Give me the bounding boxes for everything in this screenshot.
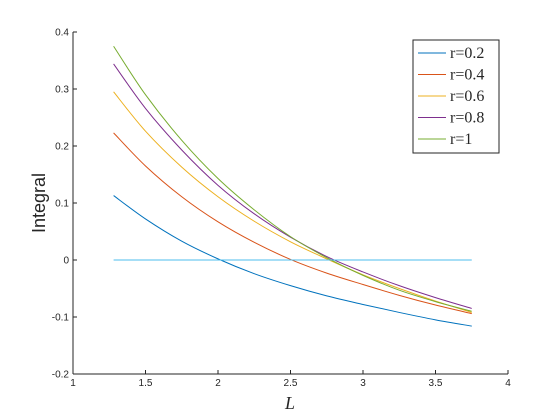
y-tick-label: 0.3 [55, 85, 69, 96]
legend: r=0.2 r=0.4 r=0.6 r=0.8 r=1 [412, 39, 500, 154]
x-tick-label: 3.5 [429, 378, 443, 389]
y-tick-label: 0.2 [55, 142, 69, 153]
legend-label: r=0.4 [450, 67, 484, 84]
x-tick-label: 1.5 [139, 378, 153, 389]
y-axis-label: Integral [29, 173, 49, 233]
series-line-r-0-2 [113, 195, 472, 327]
legend-label: r=0.8 [450, 110, 484, 127]
legend-label: r=0.2 [450, 45, 484, 62]
legend-label: r=0.6 [450, 88, 484, 105]
x-axis-label: L [284, 393, 295, 413]
legend-label: r=1 [450, 131, 472, 148]
series-line-r-1 [113, 45, 472, 312]
y-tick-label: -0.2 [52, 370, 70, 381]
x-tick-label: 2 [215, 378, 221, 389]
series-line-r-0-6 [113, 91, 472, 313]
x-tick-label: 4 [505, 378, 511, 389]
x-ticks: 1 1.5 2 2.5 3 3.5 4 [70, 370, 511, 389]
x-tick-label: 3 [360, 378, 366, 389]
x-tick-label: 1 [70, 378, 76, 389]
y-tick-label: -0.1 [52, 313, 70, 324]
y-tick-label: 0.4 [55, 28, 69, 39]
series-line-r-0-4 [113, 132, 472, 315]
y-ticks: -0.2 -0.1 0 0.1 0.2 0.3 0.4 [52, 28, 77, 381]
x-tick-label: 2.5 [284, 378, 298, 389]
y-tick-label: 0.1 [55, 199, 69, 210]
plot-area [113, 45, 472, 327]
y-tick-label: 0 [63, 256, 69, 267]
